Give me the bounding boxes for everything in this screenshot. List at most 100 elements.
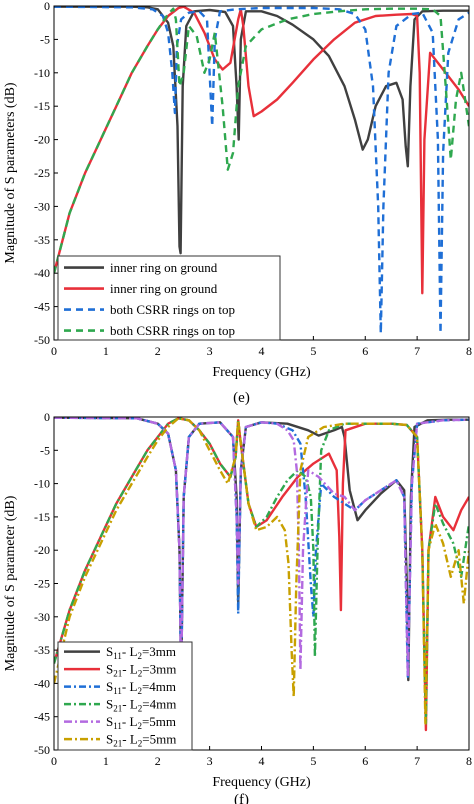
series-line-1 [54,6,469,255]
x-tick-label: 2 [155,344,161,358]
legend-text-part: S [106,644,113,659]
x-tick-label: 0 [51,754,57,768]
legend-label: S11- L2=4mm [106,679,176,696]
legend-box [57,255,281,341]
series-line-6 [54,417,469,725]
legend-text-part: - L [122,697,138,712]
legend-subscript: 21 [113,704,122,714]
legend-text-part: =5mm [142,732,176,747]
y-axis-label: Magnitude of S parameter (dB) [3,495,18,671]
x-tick-label: 8 [466,344,472,358]
x-tick-label: 7 [414,344,420,358]
y-tick-label: -5 [40,443,50,457]
x-tick-label: 4 [259,344,265,358]
legend-text-part: S [106,662,113,677]
legend-subscript: 2 [138,669,143,679]
legend-subscript: 21 [113,669,122,679]
x-axis-label: Frequency (GHz) [212,775,311,790]
legend-text-part: - L [122,714,138,729]
legend-label: S21- L2=5mm [106,732,176,749]
y-tick-label: -25 [34,577,50,591]
legend-text-part: =3mm [142,644,176,659]
legend-text-part: S [106,697,113,712]
y-tick-label: -15 [34,510,50,524]
y-tick-label: -50 [34,333,50,347]
y-tick-label: -35 [34,643,50,657]
chart-1: 0 1 2 3 4 5 6 7 8 0 -5 -10 -15 -20 -25 -30 -35 -40 -45 -50 F… [3,0,472,406]
y-tick-label: -15 [34,99,50,113]
x-tick-label: 3 [207,754,213,768]
series-line-2 [54,6,469,295]
y-tick-label: -40 [34,266,50,280]
legend-label: S11- L2=3mm [106,644,176,661]
x-tick-label: 6 [362,344,368,358]
legend-box [57,641,193,751]
y-tick-label: 0 [44,410,50,424]
legend-label: inner ring on ground [110,260,218,275]
y-tick-label: -20 [34,133,50,147]
y-tick-label: -30 [34,610,50,624]
x-tick-label: 5 [310,344,316,358]
y-tick-label: -30 [34,199,50,213]
y-tick-label: -20 [34,543,50,557]
x-tick-label: 2 [155,754,161,768]
figure-caption: (f) [234,792,249,804]
legend-label: S21- L2=3mm [106,662,176,679]
y-tick-label: -5 [40,32,50,46]
x-tick-label: 7 [414,754,420,768]
legend-text-part: =3mm [142,662,176,677]
legend-label: S21- L2=4mm [106,697,176,714]
x-tick-label: 4 [259,754,265,768]
legend-text-part: =5mm [142,714,176,729]
y-tick-label: -45 [34,300,50,314]
legend-text-part: S [106,732,113,747]
y-tick-label: -35 [34,233,50,247]
y-tick-label: -40 [34,676,50,690]
x-axis-label: Frequency (GHz) [212,365,311,380]
series-line-3 [54,417,469,685]
legend-text-part: - L [122,644,138,659]
legend-subscript: 11 [113,651,122,661]
legend-subscript: 2 [138,704,143,714]
legend: inner ring on ground inner ring on ground… [57,255,281,341]
legend-subscript: 2 [137,686,142,696]
x-tick-label: 0 [51,344,57,358]
legend-label: inner ring on ground [110,281,218,296]
y-tick-label: -10 [34,66,50,80]
legend-subscript: 2 [138,739,143,749]
figure-caption: (e) [233,390,250,406]
legend-label: both CSRR rings on top [110,302,235,317]
x-tick-label: 6 [362,754,368,768]
y-tick-label: -25 [34,166,50,180]
legend-label: both CSRR rings on top [110,323,235,338]
y-tick-label: 0 [44,0,50,13]
chart-2: 0 1 2 3 4 5 6 7 8 0 -5 -10 -15 -20 -25 -30 -35 -40 -45 -50 F… [3,410,472,804]
x-tick-label: 5 [310,754,316,768]
series-group [54,6,469,335]
legend-subscript: 11 [113,721,122,731]
y-tick-label: -50 [34,743,50,757]
legend-subscript: 2 [137,651,142,661]
series-line-4 [54,7,469,274]
legend-text-part: =4mm [142,697,176,712]
y-tick-label: -45 [34,710,50,724]
legend-subscript: 2 [137,721,142,731]
x-tick-label: 8 [466,754,472,768]
legend-text-part: - L [122,732,138,747]
legend-subscript: 11 [113,686,122,696]
y-axis-label: Magnitude of S parameters (dB) [3,82,18,264]
legend-text-part: - L [122,679,138,694]
y-tick-label: -10 [34,477,50,491]
x-tick-label: 1 [103,344,109,358]
legend-text-part: S [106,679,113,694]
legend-text-part: =4mm [142,679,176,694]
x-tick-label: 1 [103,754,109,768]
series-line-3 [54,6,469,335]
legend-text-part: - L [122,662,138,677]
legend-label: S11- L2=5mm [106,714,176,731]
legend-text-part: S [106,714,113,729]
x-tick-label: 3 [207,344,213,358]
legend-subscript: 21 [113,739,122,749]
